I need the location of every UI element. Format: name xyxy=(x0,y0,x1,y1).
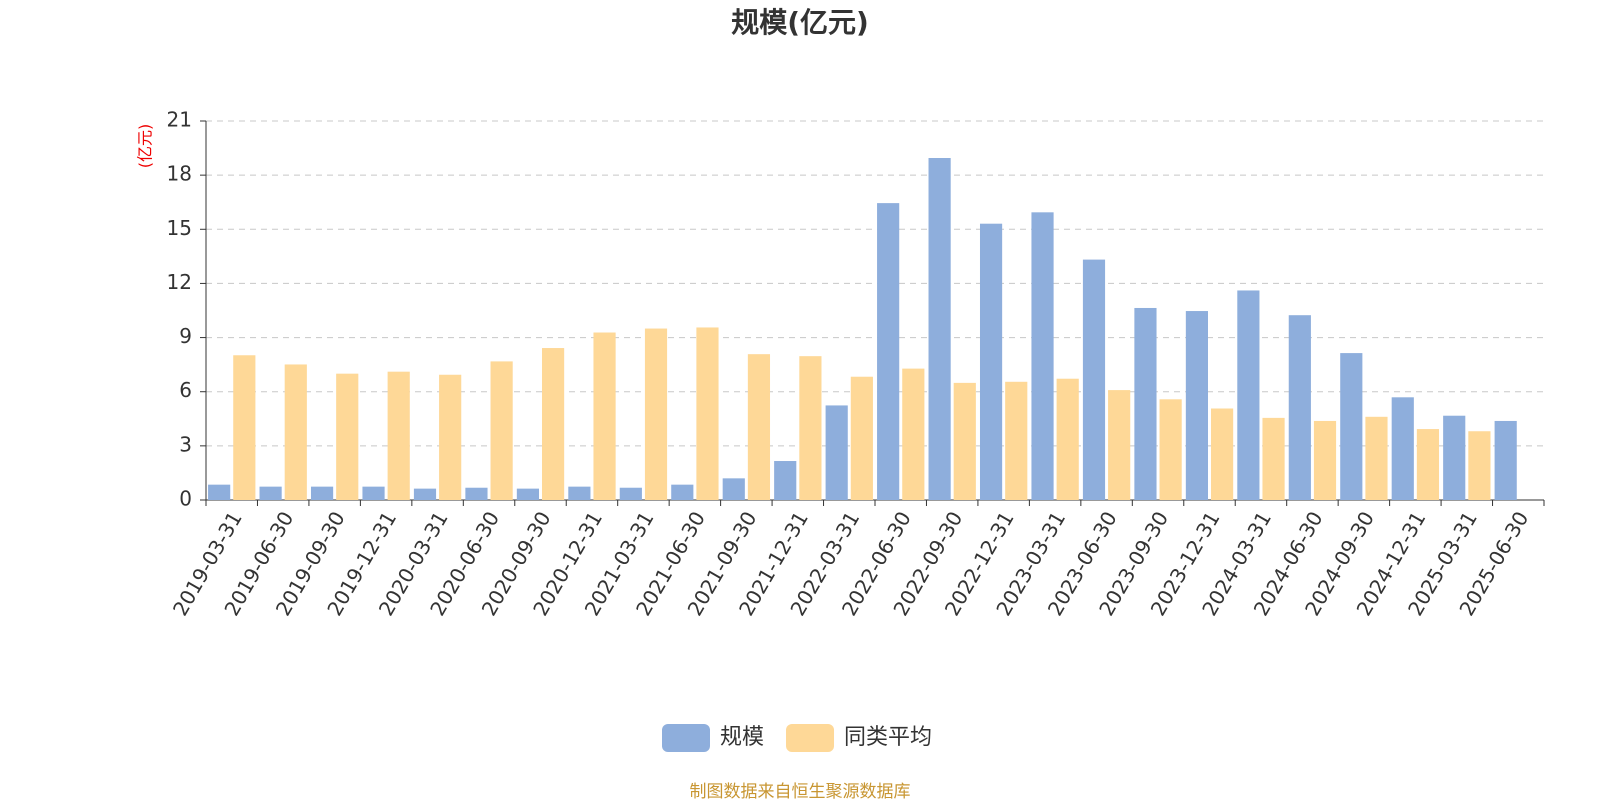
bar xyxy=(1494,420,1517,500)
bar xyxy=(362,486,385,500)
bar xyxy=(465,487,488,500)
bar xyxy=(413,488,437,500)
y-tick-label: 18 xyxy=(167,162,192,186)
bar xyxy=(1185,311,1208,500)
bar xyxy=(825,405,848,500)
bar xyxy=(1031,212,1054,500)
bar xyxy=(1288,315,1311,500)
y-tick-label: 12 xyxy=(167,270,192,294)
y-tick-label: 15 xyxy=(167,216,192,240)
bar xyxy=(1237,290,1260,500)
bar xyxy=(1443,415,1466,500)
bar xyxy=(1416,429,1440,500)
bar xyxy=(516,488,539,500)
bar xyxy=(490,361,513,500)
y-tick-label: 3 xyxy=(179,432,192,456)
legend-swatch xyxy=(662,724,710,752)
bar xyxy=(928,157,951,500)
bar xyxy=(1468,431,1491,500)
bar xyxy=(619,487,642,500)
bar xyxy=(671,484,694,500)
bar xyxy=(1391,397,1414,500)
bar xyxy=(877,203,900,500)
y-axis-label: (亿元) xyxy=(136,124,155,169)
bar xyxy=(233,355,256,500)
bar xyxy=(1082,259,1106,500)
bar xyxy=(336,373,359,500)
bar xyxy=(1365,416,1388,500)
bar xyxy=(1159,399,1182,500)
bar xyxy=(439,374,462,500)
bar xyxy=(696,327,719,500)
bar xyxy=(953,382,976,500)
y-tick-label: 6 xyxy=(179,378,192,402)
bar xyxy=(310,486,334,500)
bar xyxy=(799,356,822,500)
y-tick-label: 21 xyxy=(167,108,192,132)
bar xyxy=(722,478,745,500)
bar xyxy=(902,368,925,500)
bar xyxy=(568,486,591,500)
bar xyxy=(284,364,307,500)
bar xyxy=(774,461,797,500)
bar xyxy=(1005,381,1028,500)
bar xyxy=(259,486,282,500)
y-tick-label: 0 xyxy=(179,487,192,511)
bar xyxy=(644,328,668,500)
bar xyxy=(979,223,1003,500)
bar xyxy=(1313,420,1337,500)
legend-label: 规模 xyxy=(720,725,764,750)
bar xyxy=(1134,307,1157,500)
bar xyxy=(593,332,616,500)
bar xyxy=(1211,408,1234,500)
bar xyxy=(747,354,771,500)
bar xyxy=(542,348,565,500)
bar xyxy=(1262,417,1285,500)
legend-swatch xyxy=(786,724,835,752)
y-tick-label: 9 xyxy=(179,324,192,348)
legend-label: 同类平均 xyxy=(844,725,932,750)
bar xyxy=(208,484,231,500)
bar xyxy=(850,376,873,500)
bar xyxy=(387,371,410,500)
bar xyxy=(1340,353,1363,500)
chart-title: 规模(亿元) xyxy=(731,6,869,39)
source: 制图数据来自恒生聚源数据库 xyxy=(690,782,911,800)
bar xyxy=(1108,390,1131,500)
bar xyxy=(1056,378,1079,500)
